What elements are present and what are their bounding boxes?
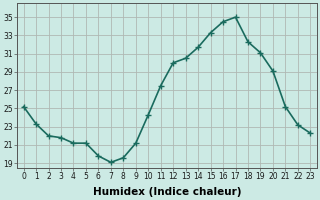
X-axis label: Humidex (Indice chaleur): Humidex (Indice chaleur) [93,187,241,197]
